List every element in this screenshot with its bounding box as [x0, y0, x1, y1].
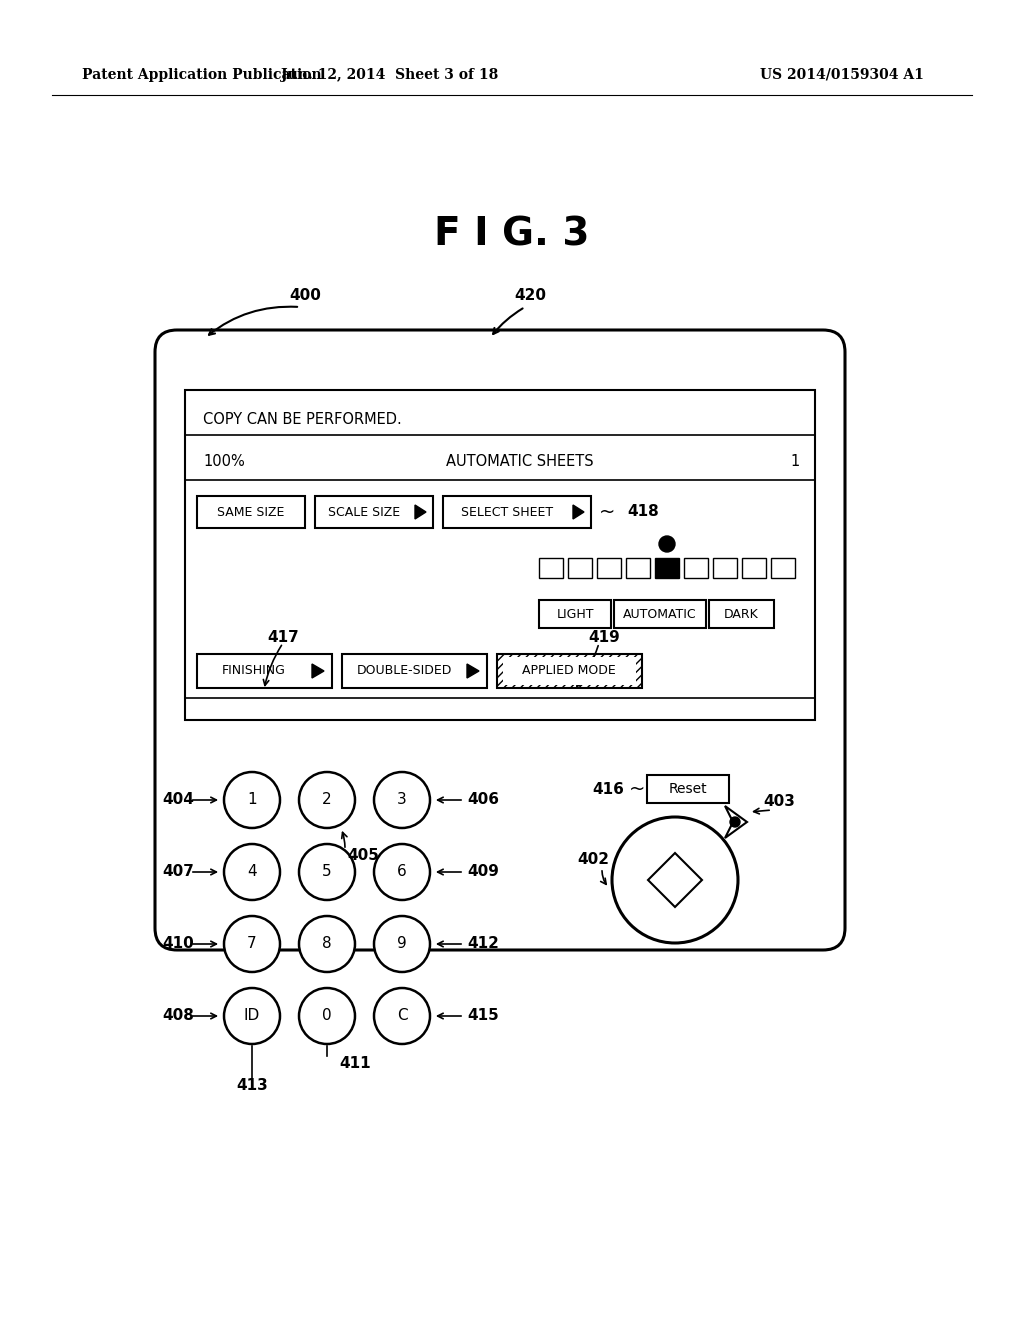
Circle shape	[659, 536, 675, 552]
Text: 415: 415	[467, 1008, 499, 1023]
FancyBboxPatch shape	[315, 496, 433, 528]
Text: 413: 413	[237, 1078, 268, 1093]
Text: 1: 1	[247, 792, 257, 808]
Text: 403: 403	[763, 795, 795, 809]
FancyBboxPatch shape	[185, 389, 815, 719]
Circle shape	[224, 916, 280, 972]
Text: LIGHT: LIGHT	[556, 607, 594, 620]
Text: 1: 1	[791, 454, 800, 470]
Text: 416: 416	[592, 781, 624, 796]
Text: Jun. 12, 2014  Sheet 3 of 18: Jun. 12, 2014 Sheet 3 of 18	[282, 69, 499, 82]
Text: 407: 407	[162, 865, 194, 879]
FancyBboxPatch shape	[709, 601, 774, 628]
Text: 411: 411	[339, 1056, 371, 1072]
Text: 7: 7	[247, 936, 257, 952]
Text: 400: 400	[289, 288, 321, 302]
FancyBboxPatch shape	[742, 558, 766, 578]
Text: 419: 419	[588, 631, 620, 645]
Text: 405: 405	[347, 847, 379, 862]
Text: SAME SIZE: SAME SIZE	[217, 506, 285, 519]
Circle shape	[224, 987, 280, 1044]
Text: 100%: 100%	[203, 454, 245, 470]
Text: SCALE SIZE: SCALE SIZE	[328, 506, 400, 519]
Text: 412: 412	[467, 936, 499, 952]
Polygon shape	[415, 506, 426, 519]
Circle shape	[299, 916, 355, 972]
Polygon shape	[648, 853, 702, 907]
Circle shape	[730, 817, 740, 828]
Text: 9: 9	[397, 936, 407, 952]
Polygon shape	[573, 506, 584, 519]
Text: 417: 417	[267, 631, 299, 645]
FancyBboxPatch shape	[626, 558, 650, 578]
FancyBboxPatch shape	[684, 558, 708, 578]
Text: 404: 404	[162, 792, 194, 808]
Text: ~: ~	[629, 780, 645, 799]
Text: 418: 418	[627, 504, 658, 520]
Text: US 2014/0159304 A1: US 2014/0159304 A1	[760, 69, 924, 82]
Text: SELECT SHEET: SELECT SHEET	[461, 506, 553, 519]
Text: ID: ID	[244, 1008, 260, 1023]
Circle shape	[224, 772, 280, 828]
Text: APPLIED MODE: APPLIED MODE	[522, 664, 615, 677]
Circle shape	[224, 843, 280, 900]
Text: AUTOMATIC SHEETS: AUTOMATIC SHEETS	[446, 454, 594, 470]
Polygon shape	[312, 664, 324, 678]
Text: ~: ~	[599, 503, 615, 521]
Text: F I G. 3: F I G. 3	[434, 216, 590, 253]
Text: 8: 8	[323, 936, 332, 952]
Circle shape	[299, 772, 355, 828]
Polygon shape	[725, 807, 746, 838]
Circle shape	[612, 817, 738, 942]
Text: 402: 402	[577, 853, 609, 867]
FancyBboxPatch shape	[568, 558, 592, 578]
FancyBboxPatch shape	[539, 601, 611, 628]
Circle shape	[374, 916, 430, 972]
Text: FINISHING: FINISHING	[222, 664, 286, 677]
FancyBboxPatch shape	[503, 657, 636, 685]
Text: Reset: Reset	[669, 781, 708, 796]
FancyBboxPatch shape	[713, 558, 737, 578]
Text: 4: 4	[247, 865, 257, 879]
FancyBboxPatch shape	[197, 496, 305, 528]
Text: AUTOMATIC: AUTOMATIC	[624, 607, 696, 620]
Text: 408: 408	[162, 1008, 194, 1023]
FancyBboxPatch shape	[655, 558, 679, 578]
FancyBboxPatch shape	[342, 653, 487, 688]
Text: 0: 0	[323, 1008, 332, 1023]
Circle shape	[374, 843, 430, 900]
FancyBboxPatch shape	[497, 653, 642, 688]
FancyBboxPatch shape	[647, 775, 729, 803]
FancyBboxPatch shape	[539, 558, 563, 578]
Text: Patent Application Publication: Patent Application Publication	[82, 69, 322, 82]
Text: 409: 409	[467, 865, 499, 879]
FancyBboxPatch shape	[197, 653, 332, 688]
FancyBboxPatch shape	[443, 496, 591, 528]
Circle shape	[374, 987, 430, 1044]
Circle shape	[374, 772, 430, 828]
Text: DOUBLE-SIDED: DOUBLE-SIDED	[356, 664, 452, 677]
Text: 3: 3	[397, 792, 407, 808]
Text: 420: 420	[514, 288, 546, 302]
Text: 406: 406	[467, 792, 499, 808]
Text: 410: 410	[162, 936, 194, 952]
FancyBboxPatch shape	[597, 558, 621, 578]
Text: 5: 5	[323, 865, 332, 879]
FancyBboxPatch shape	[155, 330, 845, 950]
Text: 2: 2	[323, 792, 332, 808]
Text: COPY CAN BE PERFORMED.: COPY CAN BE PERFORMED.	[203, 412, 401, 428]
Circle shape	[299, 843, 355, 900]
Circle shape	[299, 987, 355, 1044]
Text: 6: 6	[397, 865, 407, 879]
FancyBboxPatch shape	[614, 601, 706, 628]
Text: DARK: DARK	[724, 607, 759, 620]
Polygon shape	[467, 664, 479, 678]
FancyBboxPatch shape	[771, 558, 795, 578]
Text: C: C	[396, 1008, 408, 1023]
